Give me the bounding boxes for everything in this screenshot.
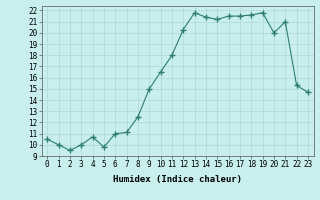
- X-axis label: Humidex (Indice chaleur): Humidex (Indice chaleur): [113, 175, 242, 184]
